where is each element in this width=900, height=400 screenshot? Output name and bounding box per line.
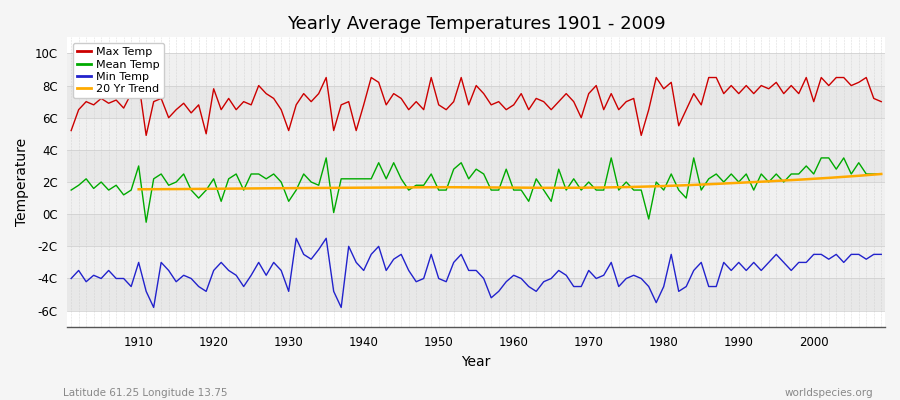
Text: Latitude 61.25 Longitude 13.75: Latitude 61.25 Longitude 13.75 [63,388,228,398]
Bar [68,278,885,311]
Bar [68,54,885,86]
X-axis label: Year: Year [462,355,490,369]
Title: Yearly Average Temperatures 1901 - 2009: Yearly Average Temperatures 1901 - 2009 [287,15,665,33]
Bar [68,214,885,246]
Y-axis label: Temperature: Temperature [15,138,29,226]
Bar [68,246,885,278]
Text: worldspecies.org: worldspecies.org [785,388,873,398]
Bar [68,150,885,182]
Bar [68,118,885,150]
Bar [68,86,885,118]
Bar [68,182,885,214]
Legend: Max Temp, Mean Temp, Min Temp, 20 Yr Trend: Max Temp, Mean Temp, Min Temp, 20 Yr Tre… [73,43,165,98]
